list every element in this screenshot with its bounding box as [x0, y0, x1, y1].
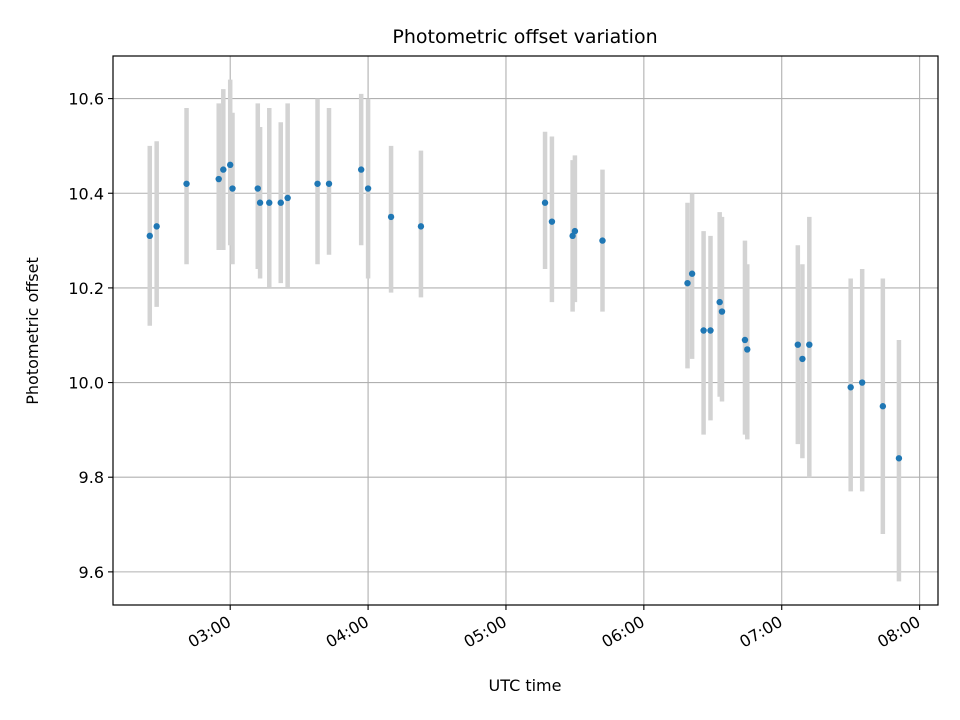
y-tick-label: 9.8 [79, 468, 104, 487]
data-point [684, 279, 691, 287]
data-point [879, 403, 887, 410]
y-axis-label: Photometric offset [23, 257, 42, 405]
y-axis: 9.6 9.8 10.0 10.2 10.4 10.6 [68, 90, 113, 582]
data-point [146, 232, 153, 240]
data-point [387, 213, 395, 221]
data-point [229, 185, 236, 192]
plot-frame [112, 55, 939, 606]
data-point [744, 346, 751, 353]
data-point [688, 270, 696, 277]
data-point [700, 327, 707, 334]
data-point [417, 223, 425, 230]
y-tick-label: 10.0 [68, 374, 104, 393]
data-point [254, 185, 261, 192]
data-point [266, 199, 273, 206]
data-points [146, 161, 903, 462]
data-point [718, 308, 726, 315]
data-point [741, 336, 749, 344]
data-point [357, 166, 365, 173]
data-point [569, 232, 576, 240]
data-point [895, 455, 903, 462]
chart-title: Photometric offset variation [392, 26, 657, 48]
data-point [284, 194, 291, 202]
data-point [153, 223, 160, 230]
y-tick-label: 9.6 [79, 563, 104, 582]
data-point [227, 161, 234, 169]
data-point [364, 185, 372, 192]
x-axis-label: UTC time [489, 676, 562, 695]
data-point [716, 298, 723, 306]
data-point [858, 379, 866, 386]
data-point [799, 355, 806, 363]
data-point [314, 180, 321, 187]
data-point [215, 175, 222, 183]
data-point [183, 180, 190, 187]
data-point [806, 341, 813, 348]
data-point [277, 199, 284, 206]
data-point [548, 218, 556, 225]
data-point [571, 227, 579, 235]
data-point [256, 199, 264, 206]
data-point [220, 166, 227, 173]
data-point [847, 384, 854, 391]
y-tick-label: 10.6 [68, 90, 104, 109]
data-point [794, 341, 802, 348]
data-point [599, 237, 606, 244]
y-tick-label: 10.4 [68, 184, 104, 203]
data-point [707, 327, 714, 334]
y-tick-label: 10.2 [68, 279, 104, 298]
data-point [541, 199, 549, 206]
data-point [325, 180, 333, 187]
